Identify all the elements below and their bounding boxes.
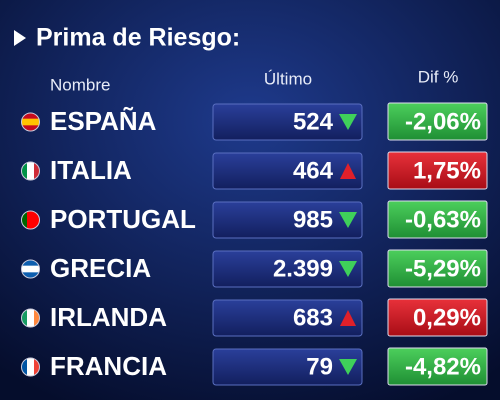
dif: -2,06% bbox=[405, 108, 481, 135]
flag-stripe bbox=[34, 162, 40, 180]
flag-stripe bbox=[21, 113, 40, 120]
value-box bbox=[212, 103, 363, 141]
flag bbox=[21, 113, 40, 131]
flag-stripe bbox=[21, 260, 40, 267]
flag bbox=[21, 358, 40, 376]
trend-arrow bbox=[339, 114, 357, 130]
dif: -5,29% bbox=[405, 255, 481, 282]
title: Prima de Riesgo: bbox=[36, 24, 240, 52]
value-box bbox=[212, 348, 363, 386]
value: 2.399 bbox=[273, 255, 333, 282]
country-name: ESPAÑA bbox=[50, 106, 157, 136]
flag-ring bbox=[21, 259, 40, 279]
trend-arrow bbox=[340, 163, 356, 179]
flag-stripe bbox=[27, 358, 34, 376]
flag-stripe bbox=[34, 358, 40, 376]
rows: ESPAÑA 524 -2,06% ITALIA 464 1,75% PORTUGAL 985… bbox=[21, 102, 488, 386]
trend-arrow bbox=[339, 212, 357, 228]
row: FRANCIA 79 -4,82% bbox=[21, 347, 488, 386]
country-name: GRECIA bbox=[50, 253, 151, 283]
flag-stripe bbox=[34, 309, 40, 327]
flag-stripe bbox=[21, 162, 27, 180]
dif-box bbox=[387, 151, 488, 190]
flag bbox=[21, 162, 40, 180]
flag bbox=[21, 309, 40, 327]
flag-stripe bbox=[21, 125, 40, 131]
dif: -4,82% bbox=[405, 353, 481, 380]
trend-arrow bbox=[339, 261, 357, 277]
flag-stripe bbox=[21, 309, 27, 327]
dif: 1,75% bbox=[413, 157, 481, 184]
dif: 0,29% bbox=[413, 304, 481, 331]
value-box bbox=[212, 299, 363, 337]
flag-ring bbox=[21, 161, 40, 181]
country-name: ITALIA bbox=[50, 155, 132, 185]
flag-ring bbox=[21, 308, 40, 328]
value: 524 bbox=[293, 108, 334, 135]
title-marker bbox=[14, 30, 26, 46]
flag-stripe bbox=[34, 211, 40, 229]
value-box bbox=[212, 152, 363, 190]
country-name: IRLANDA bbox=[50, 302, 167, 332]
country-name: FRANCIA bbox=[50, 351, 167, 381]
flag-ring bbox=[21, 112, 40, 132]
value: 683 bbox=[293, 304, 333, 331]
flag-stripe bbox=[27, 211, 34, 229]
flag-stripe bbox=[27, 309, 34, 327]
header: Nombre bbox=[50, 75, 110, 94]
flag-stripe bbox=[21, 265, 40, 273]
value: 464 bbox=[293, 157, 334, 184]
dif-box bbox=[387, 102, 488, 141]
flag-stripe bbox=[21, 211, 27, 229]
trend-arrow bbox=[339, 359, 357, 375]
flag-ring bbox=[21, 210, 40, 230]
flag bbox=[21, 211, 40, 229]
value: 79 bbox=[306, 353, 333, 380]
row: ESPAÑA 524 -2,06% bbox=[21, 102, 488, 141]
flag-stripe bbox=[21, 358, 27, 376]
flag-stripe bbox=[27, 162, 34, 180]
row: GRECIA 2.399 -5,29% bbox=[21, 249, 488, 288]
row: ITALIA 464 1,75% bbox=[21, 151, 488, 190]
header: Dif % bbox=[418, 67, 459, 86]
flag-ring bbox=[21, 357, 40, 377]
value-box bbox=[212, 250, 363, 288]
flag bbox=[21, 260, 40, 278]
dif-box bbox=[387, 298, 488, 337]
dif-box bbox=[387, 347, 488, 386]
dif-box bbox=[387, 200, 488, 239]
flag-stripe bbox=[21, 118, 40, 126]
value: 985 bbox=[293, 206, 333, 233]
row: IRLANDA 683 0,29% bbox=[21, 298, 488, 337]
header: Último bbox=[264, 69, 312, 88]
dif: -0,63% bbox=[405, 206, 481, 233]
flag-stripe bbox=[21, 272, 40, 278]
dif-box bbox=[387, 249, 488, 288]
value-box bbox=[212, 201, 363, 239]
country-name: PORTUGAL bbox=[50, 204, 196, 234]
row: PORTUGAL 985 -0,63% bbox=[21, 200, 488, 239]
trend-arrow bbox=[340, 310, 356, 326]
